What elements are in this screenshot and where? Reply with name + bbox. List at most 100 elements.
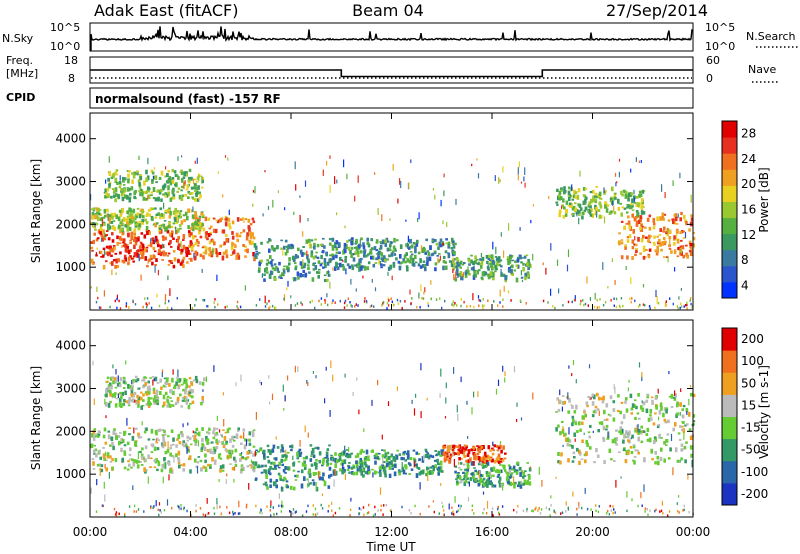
noise-cell xyxy=(286,287,288,291)
echo-cell xyxy=(243,444,247,450)
noise-cell xyxy=(206,498,208,504)
echo-cell xyxy=(285,480,289,483)
echo-cell xyxy=(456,482,459,486)
echo-cell xyxy=(521,257,525,259)
near-range-cell xyxy=(499,301,501,304)
echo-cell xyxy=(383,255,386,259)
echo-cell xyxy=(169,239,172,244)
echo-cell xyxy=(115,169,119,172)
echo-cell xyxy=(128,396,131,402)
echo-cell xyxy=(227,217,231,222)
echo-cell xyxy=(568,186,571,189)
echo-cell xyxy=(158,189,162,195)
echo-cell xyxy=(198,191,201,195)
echo-cell xyxy=(403,260,406,262)
near-range-cell xyxy=(355,303,357,306)
echo-cell xyxy=(307,264,310,267)
echo-cell xyxy=(664,421,668,424)
noise-cell xyxy=(147,195,149,201)
echo-cell xyxy=(330,454,333,457)
echo-cell xyxy=(470,259,473,264)
echo-cell xyxy=(573,456,576,459)
echo-cell xyxy=(164,175,167,178)
echo-cell xyxy=(646,217,650,222)
echo-cell xyxy=(457,445,461,449)
echo-cell xyxy=(659,242,662,247)
noise-cell xyxy=(132,485,134,490)
echo-cell xyxy=(648,214,652,218)
echo-cell xyxy=(413,459,417,463)
echo-cell xyxy=(185,173,188,177)
echo-cell xyxy=(507,260,510,266)
noise-cell xyxy=(131,380,133,385)
echo-cell xyxy=(391,467,394,470)
near-range-cell xyxy=(363,513,365,517)
echo-cell xyxy=(464,273,468,278)
echo-cell xyxy=(113,428,116,432)
echo-cell xyxy=(328,444,331,447)
echo-cell xyxy=(525,254,529,257)
echo-cell xyxy=(108,382,112,386)
echo-cell xyxy=(588,396,592,401)
echo-cell xyxy=(311,277,315,282)
echo-cell xyxy=(438,241,442,247)
echo-cell xyxy=(602,436,605,440)
near-range-cell xyxy=(597,510,600,514)
noise-cell xyxy=(90,487,92,494)
echo-cell xyxy=(346,455,350,459)
echo-cell xyxy=(419,258,422,263)
echo-cell xyxy=(212,217,216,220)
noise-cell xyxy=(420,363,422,371)
noise-cell xyxy=(524,167,526,175)
near-range-cell xyxy=(689,299,691,302)
echo-cell xyxy=(105,230,109,232)
noise-cell xyxy=(492,441,494,446)
echo-cell xyxy=(422,260,426,263)
echo-cell xyxy=(681,245,685,250)
echo-cell xyxy=(437,450,441,456)
near-range-cell xyxy=(334,301,336,304)
noise-cell xyxy=(96,479,98,486)
near-range-cell xyxy=(318,299,320,303)
echo-cell xyxy=(392,245,396,250)
noise-cell xyxy=(173,386,175,390)
echo-cell xyxy=(573,410,577,414)
noise-cell xyxy=(658,416,660,421)
echo-cell xyxy=(592,189,595,194)
echo-cell xyxy=(488,471,491,474)
echo-cell xyxy=(597,429,600,433)
echo-cell xyxy=(202,465,206,469)
noise-cell xyxy=(456,404,458,413)
echo-cell xyxy=(443,446,447,449)
echo-cell xyxy=(92,430,96,434)
echo-cell xyxy=(375,471,378,474)
echo-cell xyxy=(112,445,115,451)
echo-cell xyxy=(414,254,417,260)
echo-cell xyxy=(523,479,527,484)
near-range-cell xyxy=(213,301,215,304)
echo-cell xyxy=(583,209,587,213)
echo-cell xyxy=(90,443,94,448)
echo-cell xyxy=(161,434,165,436)
near-range-cell xyxy=(618,304,621,308)
echo-cell xyxy=(446,455,449,458)
noise-cell xyxy=(578,217,580,225)
echo-cell xyxy=(172,443,175,446)
echo-cell xyxy=(499,444,502,449)
near-range-cell xyxy=(278,504,280,508)
echo-cell xyxy=(112,259,116,262)
echo-cell xyxy=(93,444,96,447)
echo-cell xyxy=(355,462,359,467)
echo-cell xyxy=(277,466,281,469)
echo-cell xyxy=(559,189,563,192)
near-range-cell xyxy=(101,504,104,507)
noise-cell xyxy=(565,501,567,506)
noise-cell xyxy=(407,235,409,243)
noise-cell xyxy=(261,273,263,278)
echo-cell xyxy=(624,400,627,404)
echo-cell xyxy=(317,271,321,275)
echo-cell xyxy=(184,246,188,250)
echo-cell xyxy=(109,262,112,265)
echo-cell xyxy=(282,274,285,277)
echo-cell xyxy=(140,243,144,247)
